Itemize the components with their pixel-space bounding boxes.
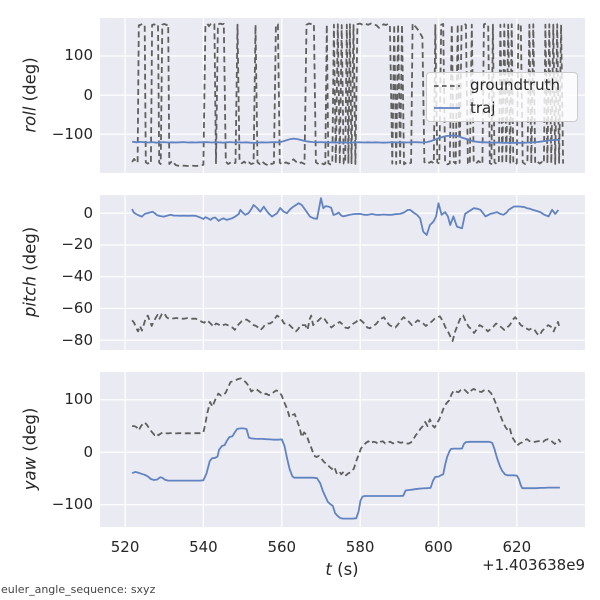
y-tick-label: 0 (83, 203, 93, 222)
legend-item-groundtruth: groundtruth (433, 75, 571, 96)
y-tick-label: −100 (51, 495, 93, 514)
yaw-axis-label-word: yaw (20, 456, 40, 491)
x-tick-label: 560 (267, 538, 297, 556)
y-tick-label: 0 (83, 85, 93, 104)
x-axis-label-word: t (325, 560, 332, 579)
y-tick-label: −40 (61, 267, 93, 286)
x-tick-label: 620 (502, 538, 532, 556)
pitch-axis-label-word: pitch (20, 276, 40, 318)
x-tick-label: 540 (189, 538, 218, 556)
groundtruth-line (132, 377, 562, 477)
legend: groundtruth traj (426, 72, 578, 122)
y-tick-label: −60 (61, 298, 93, 317)
traj-line (131, 427, 560, 520)
x-axis-offset-text: +1.403638e9 (482, 556, 585, 574)
legend-item-traj: traj (433, 98, 571, 119)
legend-label-traj: traj (470, 98, 496, 117)
y-tick-label: 100 (64, 46, 93, 65)
groundtruth-dashed-line-sample (434, 84, 460, 87)
x-tick-label: 580 (345, 538, 375, 556)
y-tick-label: −80 (61, 330, 93, 349)
traj-solid-line-sample (434, 107, 460, 110)
roll-axis-label-unit: (deg) (20, 57, 40, 107)
x-axis-label: t (s) (325, 560, 358, 579)
yaw-axis-label: yaw (deg) (21, 408, 40, 491)
x-axis-label-unit: (s) (331, 560, 359, 579)
y-tick-label: −100 (51, 124, 93, 143)
pitch-axis-label-unit: (deg) (20, 226, 40, 277)
yaw-subplot (100, 372, 585, 527)
x-tick-label: 520 (110, 538, 140, 556)
traj-line (131, 197, 560, 236)
pitch-subplot (100, 195, 585, 350)
footer-note: euler_angle_sequence: sxyz (1, 583, 156, 596)
y-tick-label: −20 (61, 235, 93, 254)
yaw-axis-label-unit: (deg) (20, 407, 40, 457)
roll-axis-label: roll (deg) (21, 57, 40, 132)
legend-label-groundtruth: groundtruth (470, 76, 561, 95)
pitch-axis-label: pitch (deg) (21, 227, 40, 317)
traj-line (131, 134, 560, 144)
x-tick-label: 600 (424, 538, 453, 556)
y-tick-label: 100 (64, 390, 93, 409)
groundtruth-line (131, 312, 561, 342)
roll-axis-label-word: roll (20, 106, 40, 133)
y-tick-label: 0 (83, 442, 93, 461)
